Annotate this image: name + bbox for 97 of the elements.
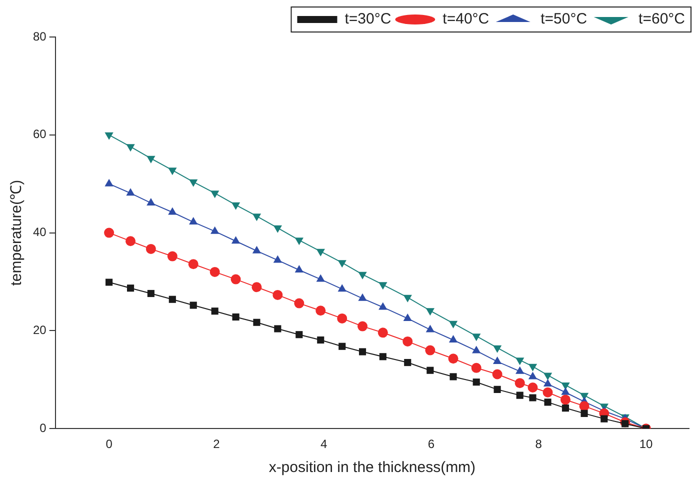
point: [126, 236, 136, 246]
point: [544, 398, 552, 406]
point: [402, 336, 413, 346]
y-tick-label: 20: [32, 323, 47, 338]
point: [232, 313, 240, 321]
point: [316, 306, 326, 316]
point: [272, 290, 283, 300]
point: [579, 401, 590, 412]
point: [472, 378, 480, 386]
point: [561, 387, 570, 395]
point: [426, 366, 434, 374]
point: [448, 335, 458, 342]
point: [338, 284, 346, 292]
point: [494, 386, 501, 393]
point: [528, 372, 538, 380]
point: [358, 348, 366, 356]
point: [378, 282, 388, 290]
point: [378, 302, 388, 310]
x-tick-label: 10: [639, 437, 654, 452]
point: [106, 278, 113, 286]
point: [600, 415, 608, 422]
y-tick-label: 0: [40, 420, 47, 435]
point: [448, 320, 458, 328]
point: [126, 284, 134, 292]
point: [516, 366, 524, 374]
point: [296, 331, 303, 338]
x-tick-label: 4: [320, 437, 328, 452]
point: [562, 404, 570, 412]
point: [104, 228, 114, 238]
x-axis-title: x-position in the thickness(mm): [268, 459, 476, 476]
x-tick-label: 2: [213, 437, 220, 452]
y-tick-label: 60: [32, 127, 47, 142]
y-tick-label: 40: [32, 225, 47, 240]
point: [210, 266, 220, 277]
legend-label: t=60°C: [638, 10, 686, 28]
point: [492, 369, 502, 380]
point: [210, 190, 220, 198]
point: [146, 156, 156, 164]
point: [580, 410, 588, 417]
point: [316, 248, 325, 256]
point: [190, 302, 197, 309]
point: [379, 353, 386, 360]
point: [126, 144, 135, 152]
point: [146, 244, 156, 254]
point: [426, 308, 434, 316]
point: [147, 290, 154, 298]
point: [450, 373, 457, 380]
point: [378, 328, 388, 338]
x-tick-label: 6: [428, 437, 435, 452]
point: [426, 324, 434, 332]
point: [294, 238, 304, 246]
point: [358, 321, 368, 332]
point: [294, 298, 304, 308]
point: [168, 296, 176, 303]
point: [252, 282, 262, 292]
point: [528, 382, 538, 392]
point: [231, 202, 240, 210]
point: [273, 225, 282, 233]
point: [252, 214, 262, 222]
point: [543, 379, 552, 387]
point: [337, 313, 348, 324]
x-tick-label: 0: [106, 437, 113, 452]
point: [338, 342, 346, 350]
point: [189, 179, 198, 187]
point: [168, 168, 177, 176]
point: [622, 420, 629, 428]
x-tick-label: 8: [535, 437, 542, 452]
point: [542, 387, 553, 398]
y-tick-label: 80: [32, 29, 47, 44]
point: [448, 354, 458, 364]
point: [529, 394, 536, 402]
point: [167, 251, 178, 262]
point: [516, 392, 524, 399]
legend-label: t=50°C: [540, 10, 588, 28]
legend-label: t=40°C: [442, 10, 490, 28]
point: [492, 345, 502, 353]
point: [472, 334, 481, 342]
point: [403, 294, 412, 302]
point: [188, 259, 198, 270]
point: [317, 336, 324, 344]
point: [425, 345, 436, 356]
point: [560, 394, 570, 405]
point: [230, 274, 241, 284]
legend-label: t=30°C: [344, 10, 392, 28]
point: [358, 272, 367, 280]
point: [528, 364, 538, 372]
y-axis-title: temperature(℃): [8, 180, 26, 286]
point: [211, 308, 218, 315]
point: [514, 378, 525, 388]
point: [274, 325, 282, 332]
point: [338, 260, 346, 268]
point: [492, 356, 502, 364]
point: [104, 132, 114, 140]
point: [472, 346, 481, 354]
point: [253, 318, 260, 326]
point: [471, 362, 482, 373]
point: [404, 358, 412, 366]
